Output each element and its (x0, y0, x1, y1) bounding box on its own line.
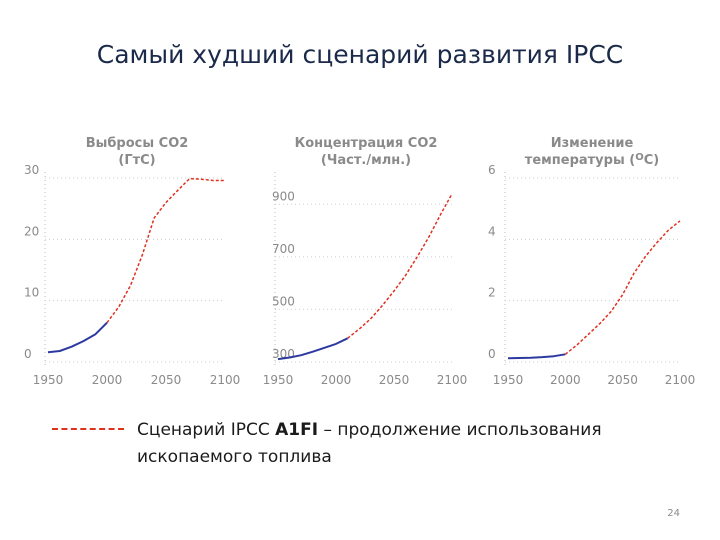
y-tick-label: 0 (24, 347, 32, 361)
series-line-scenario (106, 177, 225, 324)
x-tick-label: 2000 (321, 373, 352, 387)
y-tick-label: 30 (24, 163, 39, 177)
y-tick-label: 0 (488, 347, 496, 361)
series-line-scenario (564, 220, 681, 355)
x-tick-label: 2100 (437, 373, 468, 387)
y-tick-label: 900 (272, 189, 295, 203)
x-tick-label: 2100 (210, 373, 241, 387)
y-tick-label: 700 (272, 242, 295, 256)
x-tick-label: 2050 (151, 373, 182, 387)
chart-panel-2: Концентрация CO2(Част./млн.)300500700900… (263, 136, 468, 387)
panel-title-line2: температуры (OC) (525, 152, 659, 168)
title-part: температуры ( (525, 153, 635, 168)
panel-title-line2: (ГтС) (118, 153, 155, 168)
series-line-scenario (347, 193, 453, 339)
series-line-historical (277, 337, 349, 361)
legend-dashed-line (52, 428, 124, 430)
slide-title: Самый худший сценарий развития IPCC (96, 40, 624, 69)
legend-text: Сценарий IPCC A1FI – продолжение использ… (137, 417, 697, 471)
x-tick-label: 2000 (550, 373, 581, 387)
panel-title-line2: (Част./млн.) (321, 153, 411, 168)
panel-title-line1: Изменение (551, 136, 634, 151)
y-tick-label: 10 (24, 286, 39, 300)
chart-panel-1: Выбросы CO2 (ГтС) 0 10 20 30 1950 2000 2050 2100 (24, 136, 240, 387)
legend-text-bold: A1FI (275, 420, 319, 440)
y-tick-label: 4 (488, 224, 496, 238)
x-tick-label: 1950 (263, 373, 294, 387)
x-tick-label: 2050 (607, 373, 638, 387)
y-tick-label: 6 (488, 163, 496, 177)
page-number: 24 (667, 508, 680, 519)
panel-title-line1: Выбросы CO2 (86, 136, 189, 151)
y-tick-label: 2 (488, 286, 496, 300)
x-tick-label: 1950 (33, 373, 64, 387)
panel-title-line1: Концентрация CO2 (295, 136, 438, 151)
series-line-historical (507, 353, 566, 360)
y-tick-label: 20 (24, 224, 39, 238)
y-tick-label: 500 (272, 294, 295, 308)
series-line-historical (47, 321, 108, 354)
x-tick-label: 2000 (92, 373, 123, 387)
x-tick-label: 2050 (379, 373, 410, 387)
title-part: C) (644, 153, 659, 168)
x-tick-label: 2100 (665, 373, 696, 387)
legend-text-after: – продолжение использования ископаемого … (137, 420, 602, 467)
x-tick-label: 1950 (493, 373, 524, 387)
title-superscript: O (635, 152, 644, 163)
legend-text-before: Сценарий IPCC (137, 420, 276, 440)
